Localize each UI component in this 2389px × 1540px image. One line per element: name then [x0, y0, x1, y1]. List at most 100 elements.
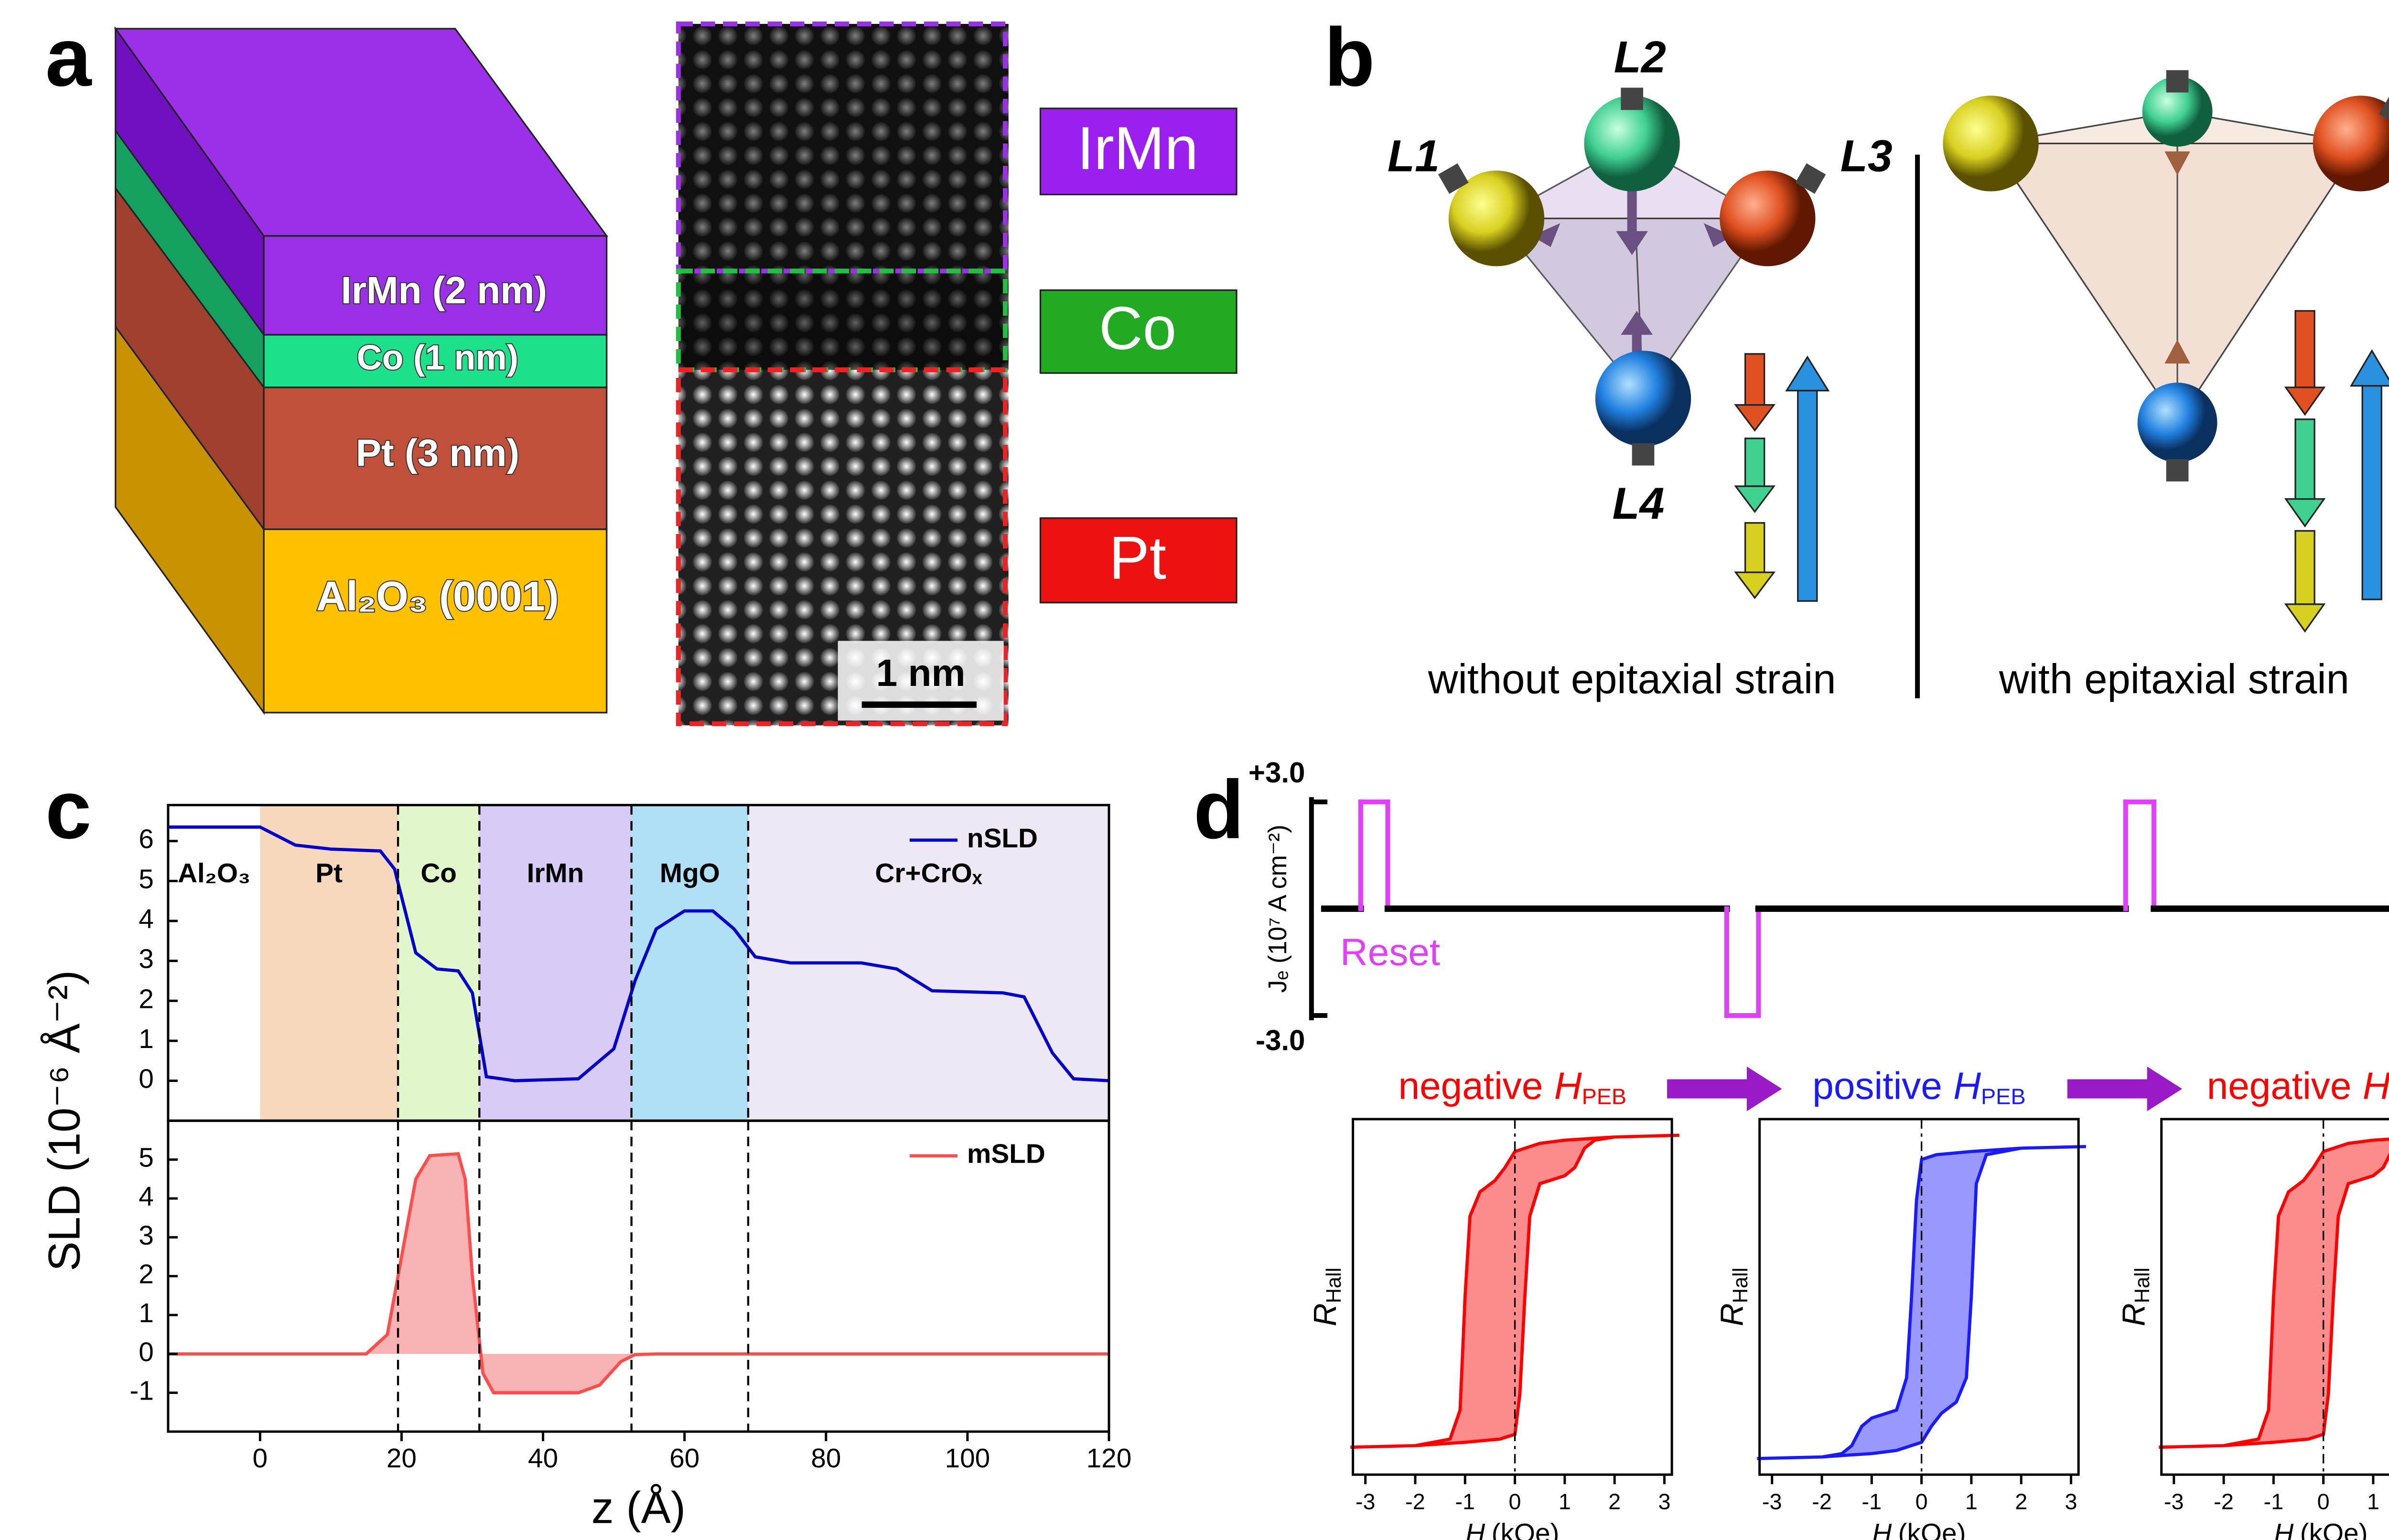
- label-symbol: R: [1308, 1303, 1343, 1326]
- x-tick-label: -2: [2214, 1489, 2234, 1514]
- panel-label: a: [45, 11, 92, 103]
- x-tick-label: 2: [2015, 1489, 2027, 1514]
- loop-title: negative HPEB: [1399, 1064, 1626, 1109]
- sequence-arrow: [1667, 1066, 2183, 1112]
- layer-region: [479, 805, 632, 1121]
- region-label: Cr+CrOₓ: [875, 858, 982, 888]
- tem-label-box: [1039, 289, 1238, 374]
- title-text: positive: [1812, 1064, 1942, 1107]
- panel-label: b: [1324, 11, 1375, 103]
- region-label: Al₂O₃: [178, 858, 250, 888]
- layer-stack: [114, 26, 608, 716]
- scale-bar-label: 1 nm: [876, 651, 966, 694]
- x-tick-label: 2: [1608, 1489, 1621, 1514]
- x-axis-label: H (kOe): [1465, 1519, 1559, 1540]
- label-symbol: H: [1872, 1519, 1892, 1540]
- x-tick-label: -1: [2264, 1489, 2284, 1514]
- x-tick-label: 40: [528, 1444, 558, 1474]
- y-tick-label: 6: [139, 824, 154, 855]
- y-tick-label: -3.0: [1256, 1025, 1305, 1057]
- x-tick-label: 1: [1559, 1489, 1571, 1514]
- y-axis-label: RHall: [1714, 1268, 1753, 1326]
- title-subscript: PEB: [1981, 1084, 2025, 1109]
- x-tick-label: 3: [1658, 1489, 1670, 1514]
- plot-frame: [2160, 1118, 2389, 1476]
- plot-frame: [1352, 1118, 1673, 1476]
- tem-label-box: [1039, 517, 1238, 604]
- panel-label: d: [1194, 763, 1244, 856]
- x-tick-label: -1: [1455, 1489, 1475, 1514]
- x-tick-label: -1: [1862, 1489, 1882, 1514]
- y-tick-label: 2: [139, 1260, 154, 1290]
- x-tick-label: -3: [1356, 1489, 1376, 1514]
- title-text: negative: [2207, 1064, 2352, 1107]
- label-subscript: Hall: [2131, 1268, 2154, 1304]
- y-tick-label: 2: [139, 984, 154, 1014]
- title-symbol: H: [1953, 1064, 1981, 1107]
- x-tick-label: 120: [1087, 1444, 1132, 1474]
- x-tick-label: -2: [1405, 1489, 1425, 1514]
- region-label: MgO: [660, 858, 720, 888]
- tem-image: [676, 21, 1009, 727]
- area: [168, 1154, 1109, 1393]
- label-unit: (kOe): [1492, 1519, 1560, 1540]
- y-axis-label: RHall: [1308, 1268, 1346, 1326]
- y-tick-label: 5: [139, 1143, 154, 1173]
- layer-label: Al₂O₃ (0001): [316, 573, 559, 620]
- region-label: IrMn: [527, 858, 584, 888]
- label-unit: (kOe): [1898, 1519, 1966, 1540]
- layer-region: [631, 805, 748, 1121]
- y-axis-label: Jₑ (10⁷ A cm⁻²): [1264, 824, 1292, 993]
- site-label: L2: [1614, 32, 1666, 82]
- x-tick-label: -2: [1812, 1489, 1832, 1514]
- x-tick-label: 60: [669, 1444, 699, 1474]
- y-tick-label: 4: [139, 904, 154, 934]
- x-tick-label: 0: [2317, 1489, 2330, 1514]
- label-symbol: R: [1714, 1303, 1750, 1326]
- label-symbol: R: [2116, 1303, 2152, 1326]
- title-subscript: PEB: [1582, 1084, 1626, 1109]
- legend-label: nSLD: [967, 823, 1038, 854]
- y-tick-label: 3: [139, 944, 154, 974]
- x-tick-label: 100: [945, 1444, 990, 1474]
- title-symbol: H: [1554, 1064, 1582, 1107]
- layer-label: IrMn (2 nm): [341, 268, 547, 311]
- title-symbol: H: [2363, 1064, 2389, 1107]
- plot-frame: [1758, 1118, 2080, 1476]
- line: [168, 825, 1109, 1082]
- label-subscript: Hall: [1323, 1268, 1345, 1304]
- caption: with epitaxial strain: [1999, 656, 2349, 702]
- layer-region: [260, 805, 398, 1121]
- site-label: L1: [1388, 130, 1440, 181]
- x-tick-label: -3: [2164, 1489, 2184, 1514]
- x-tick-label: 0: [1509, 1489, 1521, 1514]
- region-label: Pt: [315, 858, 343, 888]
- tetrahedron-unstrained: [1438, 87, 1826, 466]
- tem-label: Pt: [1109, 524, 1166, 592]
- tem-label: Co: [1099, 294, 1176, 362]
- title-text: negative: [1399, 1064, 1543, 1107]
- y-axis-label: SLD (10⁻⁶ Å⁻²): [39, 970, 89, 1271]
- label-subscript: Hall: [1729, 1268, 1752, 1304]
- label-unit: (kOe): [2300, 1519, 2368, 1540]
- tetrahedron-strained: [1943, 70, 2389, 481]
- annotation: Reset: [1340, 930, 1440, 973]
- y-tick-label: 1: [139, 1298, 154, 1328]
- moment-arrows: [1734, 310, 2389, 633]
- y-tick-label: +3.0: [1248, 757, 1305, 789]
- region-label: Co: [420, 858, 457, 888]
- x-axis-label: z (Å): [592, 1483, 686, 1533]
- site-label: L3: [1840, 130, 1893, 181]
- y-tick-label: 3: [139, 1220, 154, 1251]
- legend-label: mSLD: [967, 1139, 1045, 1169]
- layer-region: [398, 805, 480, 1121]
- x-tick-label: 3: [2065, 1489, 2077, 1514]
- y-tick-label: 1: [139, 1024, 154, 1054]
- x-tick-label: 0: [1916, 1489, 1928, 1514]
- line: [168, 1152, 1109, 1394]
- x-axis-label: H (kOe): [2274, 1519, 2367, 1540]
- tem-label: IrMn: [1077, 114, 1198, 182]
- panel-label: c: [45, 763, 92, 856]
